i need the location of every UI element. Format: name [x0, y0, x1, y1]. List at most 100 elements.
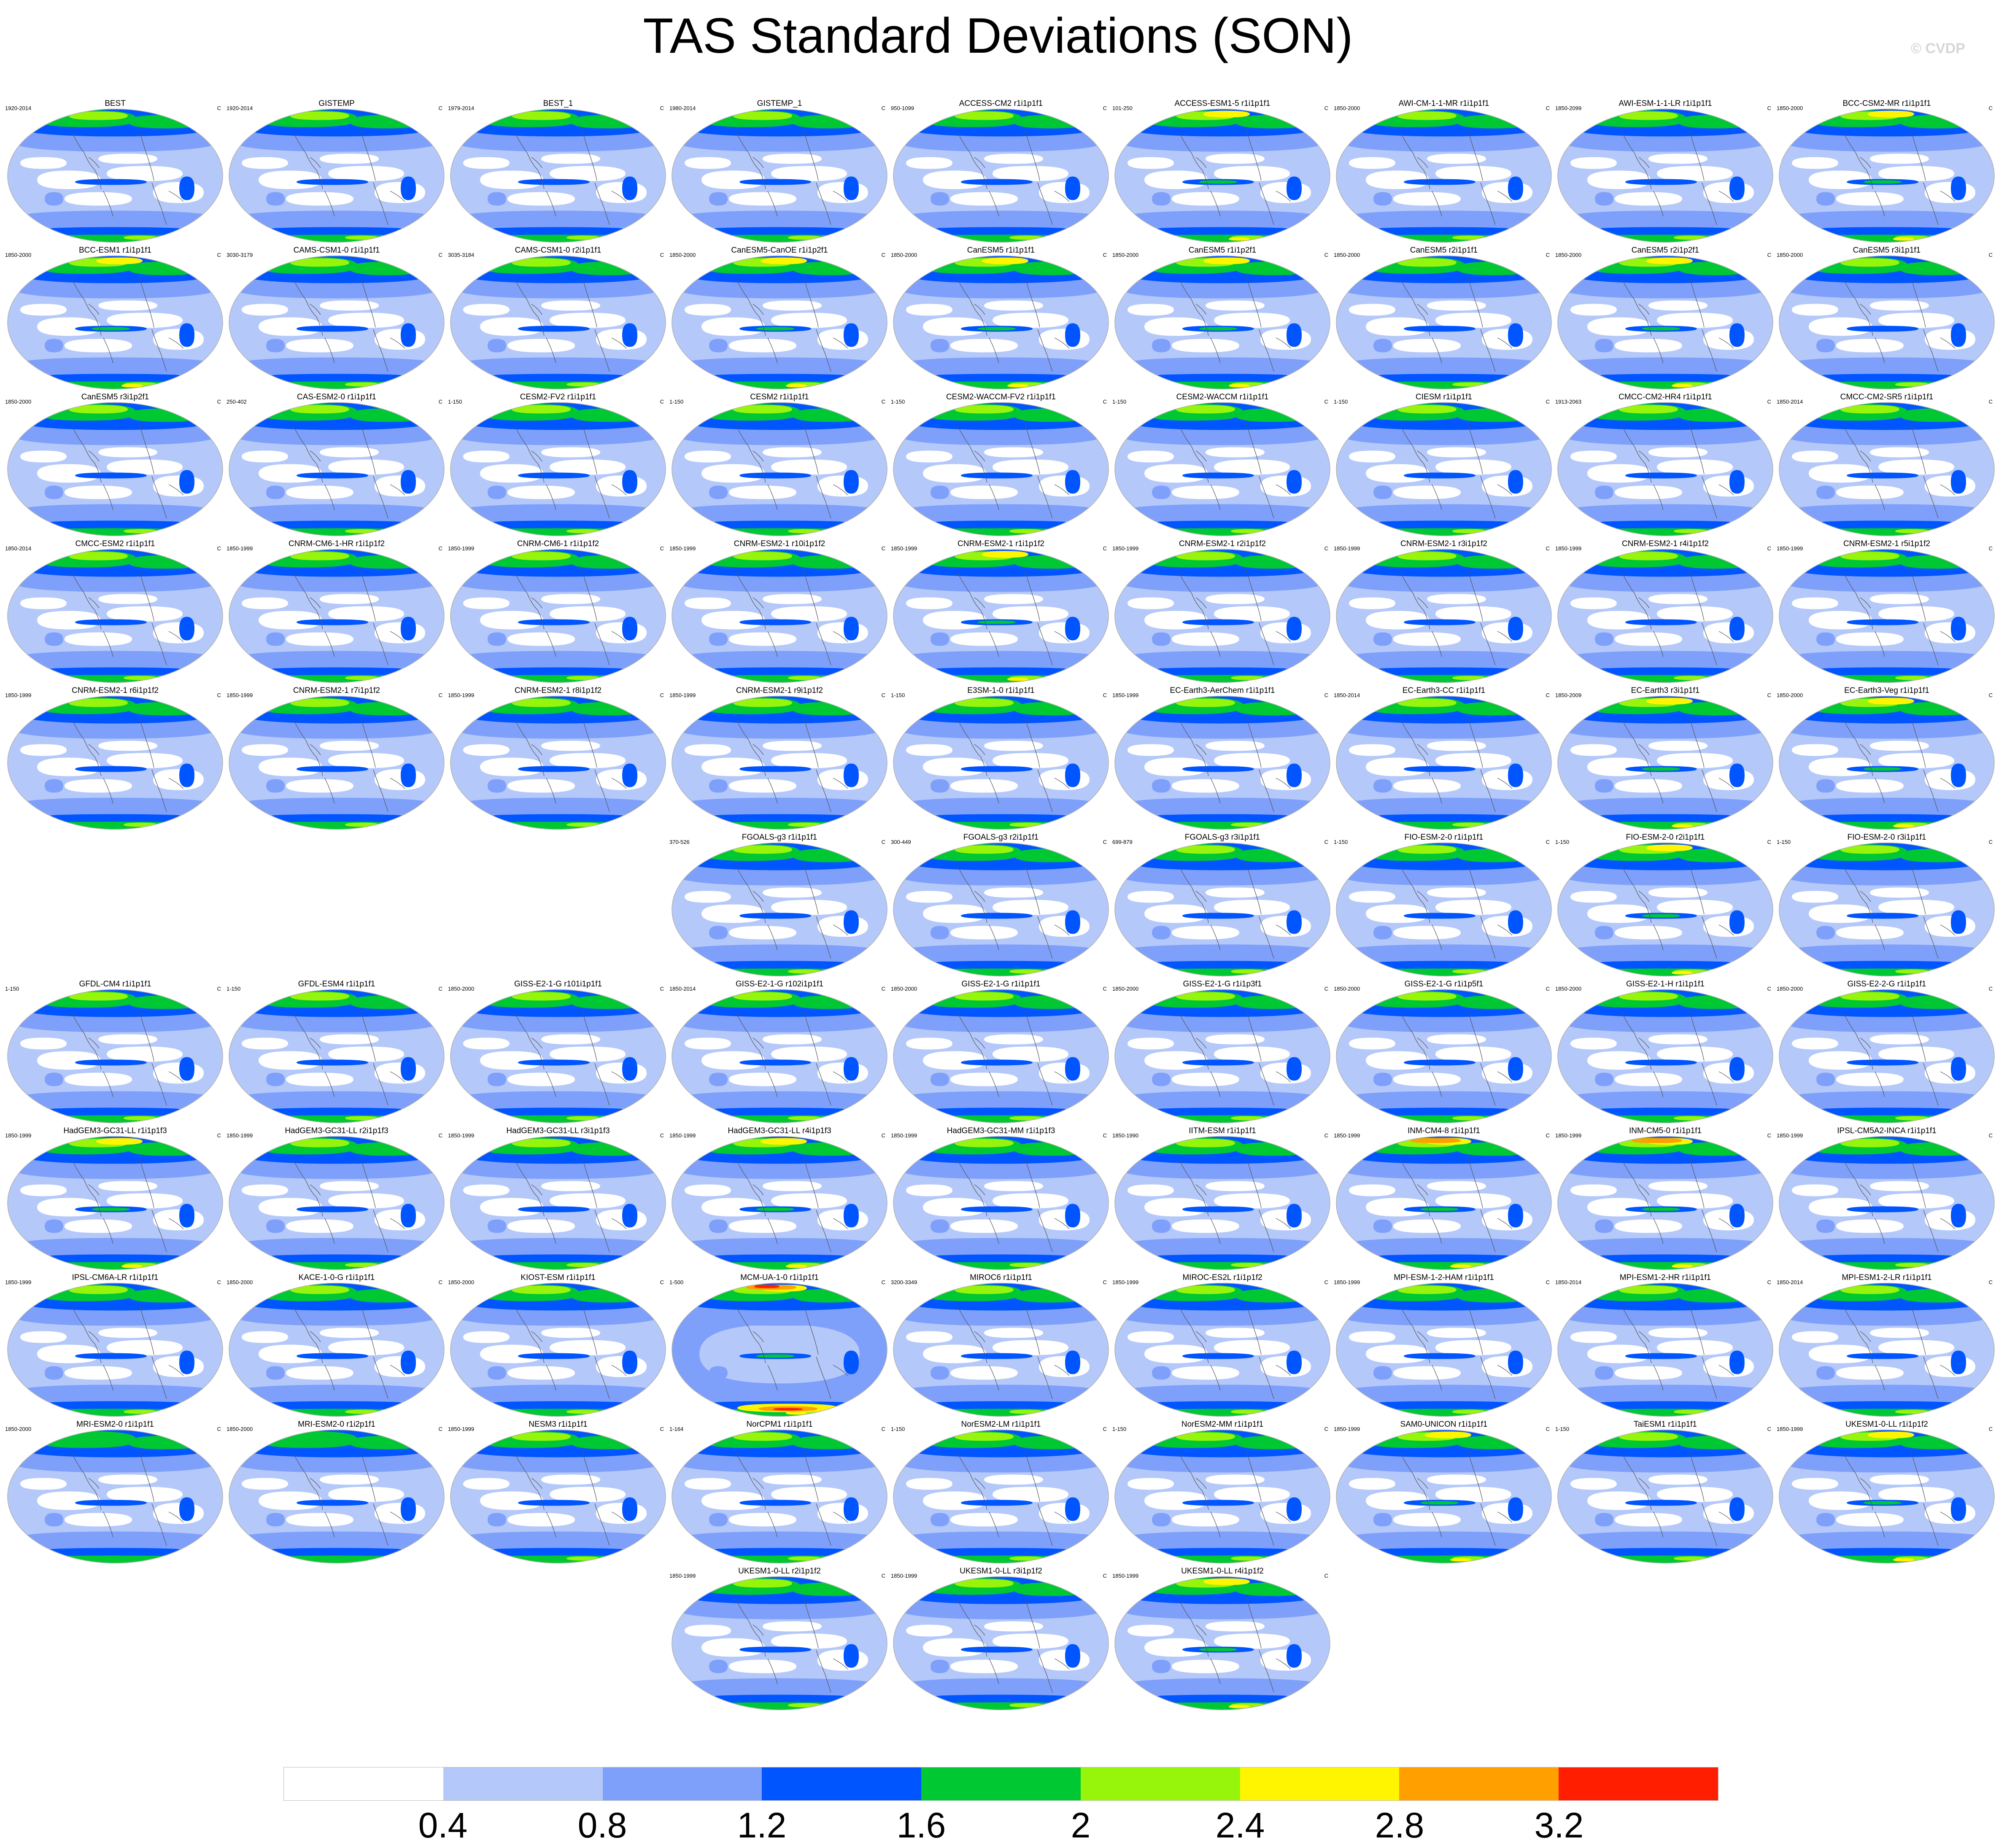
- enso-core: [1199, 1648, 1237, 1651]
- land-variability: [1816, 1366, 1835, 1380]
- low-variability-region: [984, 447, 1043, 458]
- land-variability: [1816, 1219, 1835, 1233]
- panel-title: GISS-E2-1-G r102i1p1f1: [735, 980, 824, 989]
- enso-tongue: [297, 1500, 368, 1506]
- coastline: [1653, 191, 1664, 217]
- coastline: [1037, 1063, 1053, 1106]
- coastline: [1843, 278, 1873, 336]
- antarctic-ring: [1568, 1409, 1762, 1417]
- panel-years: 1-500: [669, 1279, 684, 1285]
- globe-map: [229, 989, 445, 1123]
- globe-outline: [1114, 402, 1330, 536]
- land-variability: [179, 176, 194, 200]
- panel-unit: C: [1767, 545, 1771, 552]
- southern-band: [231, 651, 442, 670]
- globe-outline: [1779, 549, 1995, 683]
- panel-years: 1850-1999: [1334, 1132, 1360, 1139]
- antarctic-peak: [1452, 822, 1486, 827]
- map-panel: CAMS-CSM1-0 r2i1p1f1 3035-3184 C: [447, 246, 669, 391]
- panel-years: 1850-2000: [1112, 986, 1139, 992]
- low-variability-region: [1870, 154, 1929, 164]
- coastline: [1210, 924, 1221, 951]
- enso-core: [978, 327, 1016, 331]
- southern-band: [896, 797, 1106, 816]
- low-variability-region: [817, 1209, 868, 1231]
- globe-map: [1336, 1136, 1552, 1270]
- land-variability: [401, 1057, 416, 1081]
- antarctic-peak-strong: [786, 384, 807, 388]
- coastline: [1259, 1650, 1274, 1693]
- coastline: [1621, 865, 1652, 923]
- enso-tongue: [961, 1206, 1033, 1212]
- panel-map: [226, 400, 448, 538]
- land-variability: [179, 1057, 194, 1081]
- low-variability-region: [1214, 606, 1290, 622]
- southern-band: [453, 651, 664, 670]
- low-variability-region: [463, 744, 510, 756]
- low-variability-region: [1260, 1062, 1311, 1084]
- panel-title: GISTEMP_1: [757, 99, 802, 108]
- land-variability: [1729, 176, 1745, 200]
- southern-band: [674, 357, 885, 376]
- low-variability-region: [1809, 904, 1872, 923]
- panel-map: [1776, 253, 1996, 391]
- low-variability-region: [37, 757, 100, 776]
- panel-map: [890, 107, 1112, 245]
- coastline: [310, 1184, 321, 1196]
- antarctic-ring: [682, 381, 877, 389]
- globe-map: [1779, 695, 1995, 830]
- land-variability: [709, 779, 728, 793]
- low-variability-region: [906, 1037, 952, 1050]
- enso-core: [978, 620, 1016, 624]
- globe-outline: [893, 108, 1109, 243]
- coastline: [767, 337, 778, 364]
- panel-map: [1333, 107, 1555, 245]
- map-panel: MIROC-ES2L r1i1p1f2 1850-1999 C: [1111, 1273, 1333, 1419]
- antarctic-peak: [1009, 235, 1043, 240]
- coastline: [1718, 1071, 1734, 1083]
- coastline: [1910, 1304, 1926, 1355]
- globe-map: [893, 108, 1109, 243]
- coastline: [1689, 423, 1705, 474]
- antarctic-peak: [566, 235, 600, 240]
- low-variability-region: [1878, 606, 1954, 622]
- low-variability-region: [1214, 1193, 1290, 1209]
- antarctic-ring: [904, 822, 1098, 830]
- panel-unit: C: [438, 692, 442, 698]
- land-variability: [622, 176, 637, 200]
- low-variability-region: [259, 1344, 322, 1363]
- map-panel: CNRM-CM6-1 r1i1p1f2 1850-1999 C: [447, 539, 669, 685]
- panel-unit: C: [1324, 1573, 1328, 1579]
- coastline: [833, 778, 848, 789]
- antarctic-peak-strong: [1672, 1264, 1693, 1268]
- panel-map: [1776, 107, 1996, 245]
- coastline: [1653, 1071, 1664, 1097]
- coastline: [736, 1306, 766, 1363]
- low-variability-region: [1792, 597, 1838, 609]
- panel-title: EC-Earth3-AerChem r1i1p1f1: [1170, 686, 1275, 695]
- low-variability-region: [1482, 329, 1532, 350]
- panel-title: NESM3 r1i1p1f1: [529, 1420, 588, 1429]
- globe-outline: [1557, 108, 1773, 243]
- globe-map: [893, 1576, 1109, 1711]
- low-variability-region: [286, 1366, 353, 1380]
- coastline: [1875, 631, 1885, 657]
- antarctic-ring: [461, 381, 655, 389]
- coastline: [833, 191, 848, 202]
- coastline: [1923, 476, 1939, 519]
- coastline: [1843, 865, 1873, 923]
- antarctic-peak: [1009, 1409, 1043, 1414]
- globe-map: [229, 1136, 445, 1270]
- globe-outline: [672, 695, 887, 830]
- coastline: [373, 476, 388, 519]
- enso-tongue: [1182, 1353, 1254, 1359]
- low-variability-region: [153, 1209, 204, 1231]
- low-variability-region: [1570, 744, 1617, 756]
- panel-years: 1850-1999: [669, 1132, 696, 1139]
- coastline: [1480, 622, 1496, 665]
- antarctic-peak-strong: [1893, 824, 1914, 828]
- globe-outline: [893, 1282, 1109, 1417]
- globe-map: [672, 1282, 887, 1417]
- low-variability-region: [1925, 916, 1975, 937]
- panel-map: [1111, 1574, 1333, 1712]
